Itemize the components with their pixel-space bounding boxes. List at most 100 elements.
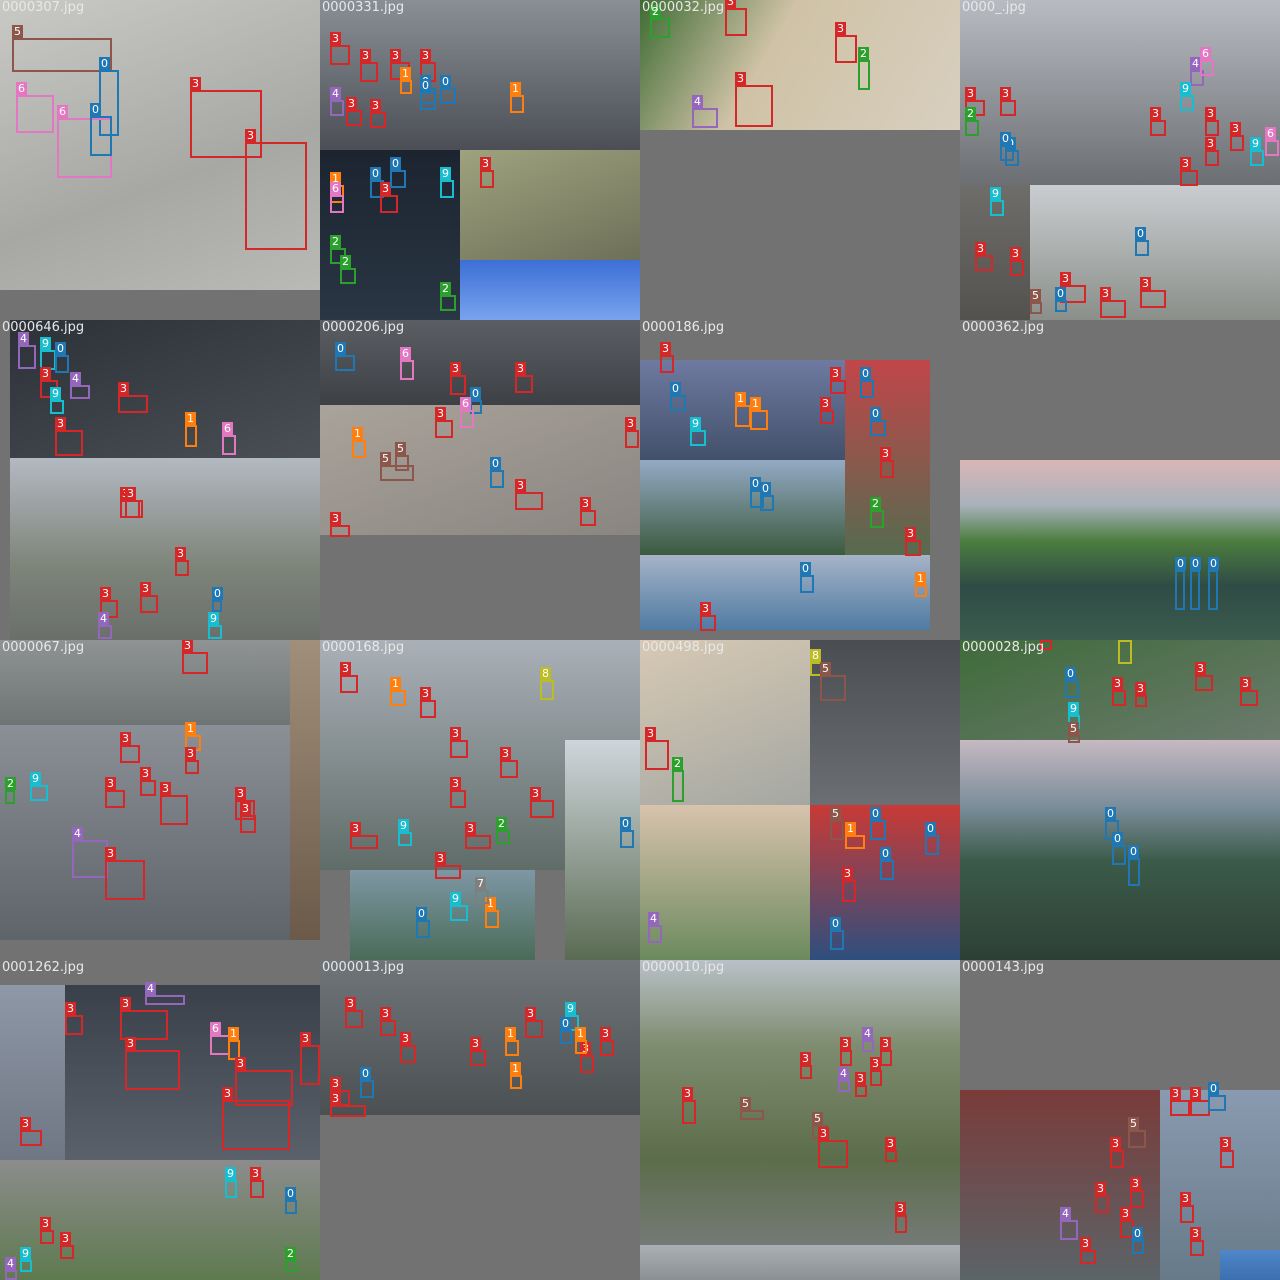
detection-box: 9: [398, 819, 412, 846]
detection-box: 3: [530, 787, 554, 818]
detection-box: 3: [500, 747, 518, 778]
class-label: 9: [565, 1002, 576, 1015]
class-label: 0: [760, 482, 771, 495]
class-label: 3: [1150, 107, 1161, 120]
class-label: 8: [540, 667, 551, 680]
mosaic-tile: 0000186.jpg 3 0 9 1 1 3 0 0 3 0 2 3 3 0 0 3 1: [640, 320, 960, 640]
class-label: 4: [862, 1027, 873, 1040]
detection-box: 0: [440, 75, 456, 104]
class-label: 0: [285, 1187, 296, 1200]
detection-box: 3: [1190, 1087, 1210, 1116]
class-label: 1: [485, 897, 496, 910]
detection-box: 0: [870, 407, 886, 436]
mosaic-tile: 0000143.jpg 3 3 0 3 5 3 3 3 3 0 3 4 3 3: [960, 960, 1280, 1280]
class-label: 3: [185, 747, 196, 760]
class-label: 3: [450, 777, 461, 790]
class-label: 9: [1180, 82, 1191, 95]
detection-box: 3: [905, 527, 921, 556]
class-label: 3: [160, 782, 171, 795]
detection-box: 2: [672, 757, 684, 802]
mosaic-tile: 0000013.jpg 3 3 3 0 9 3 3 1 1 3 3 3 0 3 1: [320, 960, 640, 1280]
class-label: 3: [240, 802, 251, 815]
class-label: 4: [330, 87, 341, 100]
detection-box: 4: [72, 827, 108, 878]
detection-box: 3: [1040, 640, 1052, 650]
class-label: 5: [812, 1112, 823, 1125]
detection-box: 0: [860, 367, 874, 398]
detection-box: 1: [510, 82, 524, 113]
detection-box: 2: [285, 1247, 297, 1272]
class-label: 3: [435, 852, 446, 865]
aerial-photo: [565, 740, 640, 960]
class-label: 3: [125, 487, 136, 500]
detection-box: 1: [735, 392, 751, 427]
detection-box: 3: [835, 22, 857, 63]
detection-box: 9: [50, 387, 64, 414]
class-label: 0: [1055, 287, 1066, 300]
detection-box: 0: [55, 342, 69, 373]
class-label: 5: [395, 442, 406, 455]
detection-box: 3: [400, 1032, 416, 1063]
class-label: 3: [965, 87, 976, 100]
class-label: 0: [750, 477, 761, 490]
detection-box: 7: [475, 877, 489, 904]
class-label: 5: [830, 807, 841, 820]
class-label: 3: [1190, 1087, 1201, 1100]
class-label: 9: [398, 819, 409, 832]
class-label: 3: [140, 582, 151, 595]
detection-box: 3: [645, 727, 669, 770]
class-label: 1: [915, 572, 926, 585]
class-label: 2: [965, 107, 976, 120]
class-label: 0: [370, 167, 381, 180]
class-label: 4: [648, 912, 659, 925]
detection-box: 1: [575, 1027, 587, 1054]
detection-box: 3: [800, 1052, 812, 1079]
detection-box: 1: [228, 1027, 240, 1060]
aerial-photo: [640, 460, 845, 555]
detection-box: 0: [1132, 1227, 1144, 1254]
detection-box: 3: [1100, 287, 1126, 318]
class-label: 6: [1200, 47, 1211, 60]
detection-box: 1: [400, 67, 412, 94]
class-label: 3: [330, 1077, 341, 1090]
mosaic-tile: 0000362.jpg 0 0 0: [960, 320, 1280, 640]
aerial-photo: [640, 0, 960, 130]
detection-box: 0: [1055, 287, 1067, 312]
detection-box: 3: [1240, 677, 1258, 706]
detection-box: 5: [1068, 722, 1080, 743]
class-label: 3: [625, 417, 636, 430]
tile-filename: 0000028.jpg: [962, 640, 1045, 655]
detection-box: 5: [380, 452, 414, 481]
class-label: 5: [380, 452, 391, 465]
class-label: 3: [820, 397, 831, 410]
detection-box: 3: [182, 640, 208, 674]
class-label: 3: [500, 747, 511, 760]
class-label: 3: [600, 1027, 611, 1040]
class-label: 0: [670, 382, 681, 395]
class-label: 9: [990, 187, 1001, 200]
class-label: 3: [895, 1202, 906, 1215]
detection-box: 1: [185, 412, 197, 447]
class-label: 4: [72, 827, 83, 840]
detection-box: 3: [1180, 157, 1198, 186]
class-label: 5: [1128, 1117, 1139, 1130]
class-label: 0: [416, 907, 427, 920]
detection-box: 3: [185, 747, 199, 774]
class-label: 4: [18, 332, 29, 345]
detection-box: 3: [1110, 1137, 1124, 1168]
class-label: 0: [90, 103, 101, 116]
detection-box: 6: [330, 182, 344, 213]
class-label: 3: [480, 157, 491, 170]
class-label: 3: [1100, 287, 1111, 300]
detection-box: 3: [140, 767, 156, 796]
class-label: 3: [340, 662, 351, 675]
detection-box: 1: [510, 1062, 522, 1089]
class-label: 3: [1010, 247, 1021, 260]
detection-box: 3: [360, 49, 378, 82]
class-label: 1: [510, 1062, 521, 1075]
class-label: 3: [1110, 1137, 1121, 1150]
class-label: 3: [435, 407, 446, 420]
detection-box: 3: [245, 129, 307, 250]
detection-box: 0: [335, 342, 355, 371]
